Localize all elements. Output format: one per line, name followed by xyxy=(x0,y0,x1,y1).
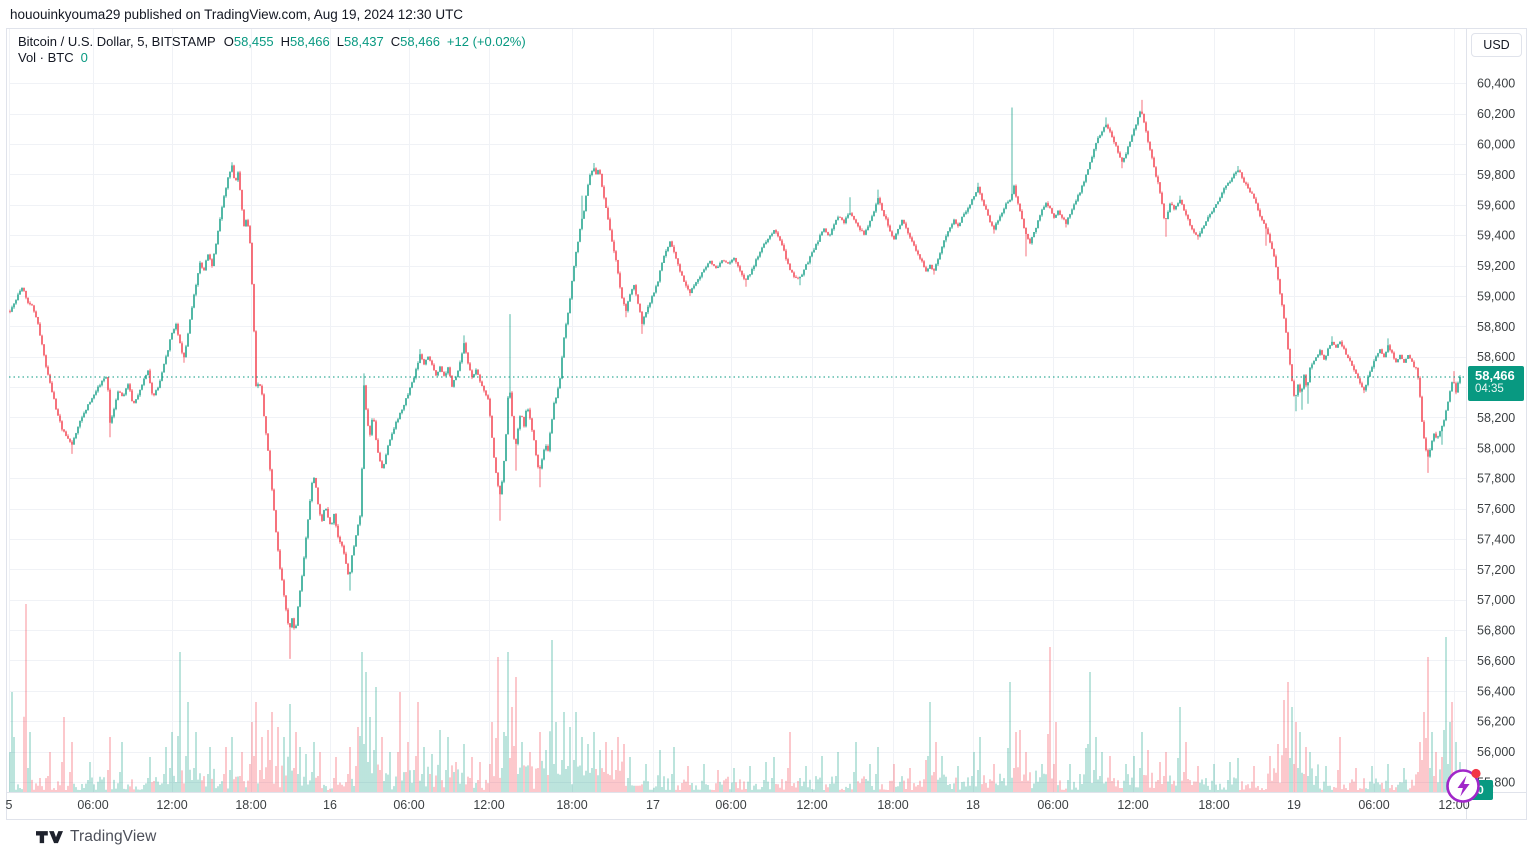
time-axis-tick: 12:00 xyxy=(473,798,504,812)
volume-value: 0 xyxy=(80,50,88,65)
close-label: C xyxy=(390,34,401,49)
price-axis-tick: 56,800 xyxy=(1477,624,1515,638)
last-price-label: 58,466 04:35 xyxy=(1468,366,1524,401)
time-axis-tick: 12:00 xyxy=(796,798,827,812)
legend-ohlc-row: Bitcoin / U.S. Dollar, 5, BITSTAMP O58,45… xyxy=(18,34,526,50)
price-axis-tick: 58,000 xyxy=(1477,441,1515,455)
price-axis-tick: 57,800 xyxy=(1477,472,1515,486)
time-axis-tick: 19 xyxy=(1287,798,1301,812)
time-axis-tick: 17 xyxy=(646,798,660,812)
tradingview-logo-icon[interactable] xyxy=(36,829,63,845)
price-axis-tick: 56,400 xyxy=(1477,684,1515,698)
time-axis-tick: 16 xyxy=(323,798,337,812)
time-axis-tick: 06:00 xyxy=(77,798,108,812)
price-axis-tick: 60,400 xyxy=(1477,77,1515,91)
time-axis-tick: 06:00 xyxy=(715,798,746,812)
chart-legend: Bitcoin / U.S. Dollar, 5, BITSTAMP O58,45… xyxy=(18,34,526,66)
price-axis-tick: 57,200 xyxy=(1477,563,1515,577)
volume-label: Vol · BTC xyxy=(18,50,74,65)
price-axis-tick: 59,600 xyxy=(1477,198,1515,212)
price-axis-tick: 59,200 xyxy=(1477,259,1515,273)
lightning-bolt-icon xyxy=(1457,775,1470,797)
time-axis-tick: 5 xyxy=(6,798,13,812)
open-label: O xyxy=(223,34,234,49)
price-axis-tick: 58,800 xyxy=(1477,320,1515,334)
time-axis-tick: 06:00 xyxy=(1358,798,1389,812)
time-axis-tick: 18:00 xyxy=(1198,798,1229,812)
price-axis-tick: 56,000 xyxy=(1477,745,1515,759)
high-value: 58,466 xyxy=(290,34,330,49)
flash-boost-icon[interactable] xyxy=(1444,765,1484,805)
price-axis-tick: 56,200 xyxy=(1477,715,1515,729)
notification-dot xyxy=(1471,768,1481,779)
price-axis-tick: 57,000 xyxy=(1477,593,1515,607)
price-axis-tick: 60,200 xyxy=(1477,107,1515,121)
footer: TradingView xyxy=(36,828,156,846)
price-axis-tick: 58,200 xyxy=(1477,411,1515,425)
published-bar: hououinkyouma29 published on TradingView… xyxy=(10,7,464,22)
price-axis-tick: 57,600 xyxy=(1477,502,1515,516)
time-axis-tick: 18:00 xyxy=(556,798,587,812)
price-axis-tick: 59,000 xyxy=(1477,289,1515,303)
time-axis-tick: 18:00 xyxy=(235,798,266,812)
price-axis-tick: 59,800 xyxy=(1477,168,1515,182)
bar-countdown: 04:35 xyxy=(1475,383,1504,395)
price-axis-tick: 60,000 xyxy=(1477,138,1515,152)
time-axis-tick: 12:00 xyxy=(156,798,187,812)
symbol-title[interactable]: Bitcoin / U.S. Dollar, 5, BITSTAMP xyxy=(18,34,216,49)
high-label: H xyxy=(280,34,290,49)
low-label: L xyxy=(336,34,344,49)
change-value: +12 (+0.02%) xyxy=(446,34,526,49)
open-value: 58,455 xyxy=(233,34,274,49)
time-axis-tick: 18:00 xyxy=(877,798,908,812)
legend-volume-row: Vol · BTC 0 xyxy=(18,50,526,66)
low-value: 58,437 xyxy=(344,34,384,49)
close-value: 58,466 xyxy=(400,34,440,49)
time-axis-tick: 18 xyxy=(966,798,980,812)
price-axis-tick: 58,600 xyxy=(1477,350,1515,364)
time-axis-tick: 06:00 xyxy=(1037,798,1068,812)
last-price-value: 58,466 xyxy=(1475,368,1515,383)
price-axis-tick: 56,600 xyxy=(1477,654,1515,668)
price-axis-tick: 57,400 xyxy=(1477,532,1515,546)
time-axis-tick: 12:00 xyxy=(1117,798,1148,812)
tradingview-brand-text[interactable]: TradingView xyxy=(70,828,157,845)
price-axis-tick: 59,400 xyxy=(1477,229,1515,243)
time-axis-tick: 06:00 xyxy=(393,798,424,812)
currency-usd-button[interactable]: USD xyxy=(1471,33,1522,57)
